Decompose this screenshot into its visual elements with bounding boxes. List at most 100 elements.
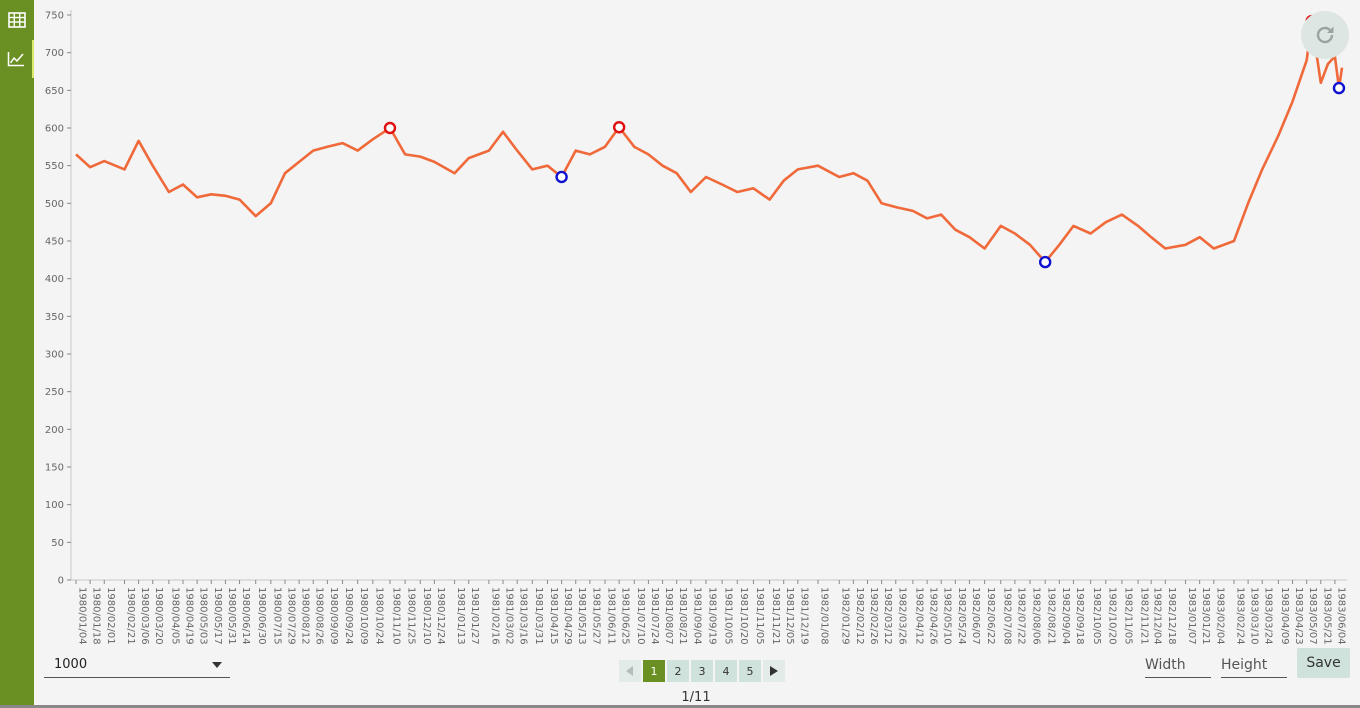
y-tick-label: 700 (45, 48, 64, 59)
page-button-4[interactable]: 4 (715, 660, 737, 682)
x-tick-label: 1981/10/20 (738, 587, 749, 645)
x-tick-label: 1982/06/07 (970, 587, 981, 645)
x-tick-label: 1983/05/07 (1307, 587, 1318, 645)
x-tick-label: 1980/03/20 (153, 587, 164, 645)
x-tick-label: 1980/05/17 (212, 587, 223, 645)
x-tick-label: 1981/12/19 (798, 587, 809, 645)
x-tick-label: 1983/03/24 (1263, 587, 1274, 645)
x-tick-label: 1981/02/16 (489, 587, 500, 645)
y-axis: 0 50 100 150 200 250 300 350 400 450 500 550 600 650 7… (45, 10, 72, 587)
x-tick-label: 1980/02/21 (125, 587, 136, 645)
chart-view-button[interactable] (0, 40, 34, 78)
high-marker (612, 121, 626, 134)
x-tick-label: 1981/05/13 (576, 587, 587, 645)
y-tick-label: 600 (45, 124, 64, 135)
table-view-button[interactable] (0, 1, 34, 39)
x-tick-label: 1982/12/04 (1152, 587, 1163, 645)
x-tick-label: 1982/08/21 (1046, 587, 1057, 645)
x-tick-label: 1982/07/08 (1001, 587, 1012, 645)
x-tick-label: 1981/09/19 (706, 587, 717, 645)
y-tick-label: 50 (51, 538, 64, 549)
low-marker (1332, 81, 1346, 95)
x-tick-label: 1983/01/21 (1200, 587, 1211, 645)
x-tick-label: 1982/05/24 (956, 587, 967, 645)
x-tick-label: 1982/10/05 (1091, 587, 1102, 645)
x-tick-label: 1981/07/10 (635, 587, 646, 645)
x-tick-label: 1982/11/21 (1139, 587, 1150, 645)
x-tick-label: 1980/12/24 (435, 587, 446, 645)
x-tick-label: 1980/01/04 (77, 587, 88, 645)
x-tick-label: 1982/02/26 (868, 587, 879, 645)
x-tick-label: 1982/03/26 (896, 587, 907, 645)
line-chart-icon (7, 52, 24, 67)
y-tick-label: 750 (45, 11, 64, 22)
x-tick-label: 1980/11/25 (406, 587, 417, 645)
x-tick-label: 1982/08/06 (1031, 587, 1042, 645)
height-input[interactable] (1221, 652, 1287, 678)
x-tick-label: 1981/01/27 (469, 587, 480, 645)
x-tick-label: 1980/09/24 (343, 587, 354, 645)
x-tick-label: 1980/02/01 (105, 587, 116, 645)
sidebar (0, 0, 34, 708)
y-tick-label: 250 (45, 387, 64, 398)
x-tick-label: 1981/06/11 (606, 587, 617, 645)
x-tick-label: 1980/12/10 (421, 587, 432, 645)
y-tick-label: 350 (45, 312, 64, 323)
x-tick-label: 1982/07/22 (1015, 587, 1026, 645)
x-tick-label: 1980/04/19 (184, 587, 195, 645)
prev-page-button[interactable] (619, 660, 641, 682)
x-tick-label: 1980/07/15 (271, 587, 282, 645)
x-tick-label: 1980/06/30 (256, 587, 267, 645)
y-tick-label: 150 (45, 463, 64, 474)
x-tick-label: 1980/10/24 (373, 587, 384, 645)
line-chart: 0 50 100 150 200 250 300 350 400 450 500 550 600 650 7… (45, 10, 1347, 645)
x-tick-label: 1980/05/03 (198, 587, 209, 645)
x-tick-label: 1981/04/15 (548, 587, 559, 645)
x-tick-label: 1980/06/14 (240, 587, 251, 645)
x-tick-label: 1980/08/12 (300, 587, 311, 645)
x-tick-label: 1982/01/08 (819, 587, 830, 645)
page-button-1[interactable]: 1 (643, 660, 665, 682)
x-tick-label: 1983/01/07 (1186, 587, 1197, 645)
next-page-button[interactable] (763, 660, 785, 682)
x-tick-label: 1982/04/12 (913, 587, 924, 645)
x-axis: 1980/01/04 1980/01/18 1980/02/01 1980/02/21… (71, 579, 1347, 645)
x-tick-label: 1982/09/04 (1060, 587, 1071, 645)
y-tick-label: 450 (45, 237, 64, 248)
page-size-select[interactable]: 1000 (44, 652, 230, 678)
bottom-border (0, 705, 1360, 708)
page-size-value: 1000 (54, 657, 88, 672)
refresh-button[interactable] (1301, 11, 1349, 59)
x-tick-label: 1981/03/02 (504, 587, 515, 645)
x-tick-label: 1982/09/18 (1074, 587, 1085, 645)
x-tick-label: 1982/10/20 (1106, 587, 1117, 645)
chevron-down-icon (212, 662, 222, 668)
x-tick-label: 1980/05/31 (226, 587, 237, 645)
x-tick-label: 1981/03/16 (518, 587, 529, 645)
x-tick-label: 1980/10/09 (358, 587, 369, 645)
x-tick-label: 1981/09/04 (691, 587, 702, 645)
x-tick-label: 1981/01/13 (455, 587, 466, 645)
y-tick-label: 200 (45, 425, 64, 436)
x-tick-label: 1982/04/26 (928, 587, 939, 645)
x-tick-label: 1981/11/05 (754, 587, 765, 645)
y-tick-label: 550 (45, 161, 64, 172)
x-tick-label: 1983/02/04 (1214, 587, 1225, 645)
x-tick-label: 1983/04/09 (1279, 587, 1290, 645)
low-marker (555, 170, 568, 184)
page-indicator: 1/11 (681, 690, 711, 705)
save-button[interactable]: Save (1297, 648, 1350, 678)
high-marker (383, 121, 397, 135)
page-button-5[interactable]: 5 (739, 660, 761, 682)
x-tick-label: 1983/04/23 (1293, 587, 1304, 645)
width-input[interactable] (1145, 652, 1211, 678)
page-button-3[interactable]: 3 (691, 660, 713, 682)
x-tick-label: 1980/09/09 (328, 587, 339, 645)
x-tick-label: 1980/03/06 (139, 587, 150, 645)
x-tick-label: 1981/11/21 (770, 587, 781, 645)
page-button-2[interactable]: 2 (667, 660, 689, 682)
x-tick-label: 1982/12/18 (1166, 587, 1177, 645)
x-tick-label: 1981/12/05 (784, 587, 795, 645)
extreme-markers (383, 14, 1346, 269)
x-tick-label: 1981/10/05 (723, 587, 734, 645)
